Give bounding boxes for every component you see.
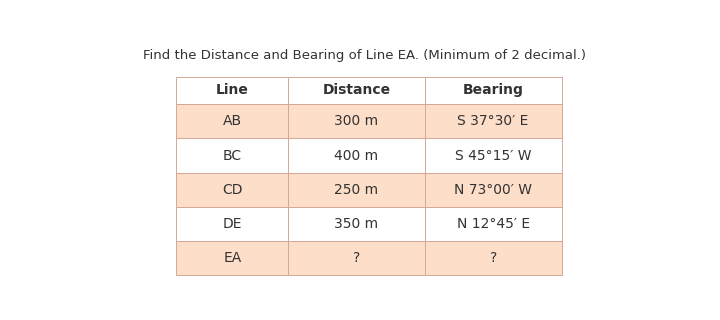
Text: EA: EA [223, 251, 241, 265]
Bar [176, 207, 288, 241]
Bar [288, 139, 425, 172]
Text: S 45°15′ W: S 45°15′ W [455, 148, 531, 163]
Text: 250 m: 250 m [334, 183, 379, 197]
Text: Distance: Distance [323, 84, 390, 98]
Bar [425, 207, 562, 241]
Bar [425, 76, 562, 104]
Bar [176, 104, 288, 139]
Text: ?: ? [490, 251, 497, 265]
Bar [288, 172, 425, 207]
Bar [425, 104, 562, 139]
Bar [288, 207, 425, 241]
Text: AB: AB [222, 115, 242, 128]
Text: 350 m: 350 m [334, 217, 379, 231]
Text: CD: CD [222, 183, 243, 197]
Bar [176, 172, 288, 207]
Text: S 37°30′ E: S 37°30′ E [457, 115, 529, 128]
Text: Bearing: Bearing [463, 84, 523, 98]
Bar [288, 104, 425, 139]
Text: 300 m: 300 m [334, 115, 379, 128]
Bar [176, 76, 288, 104]
Bar [288, 241, 425, 275]
Text: N 12°45′ E: N 12°45′ E [456, 217, 530, 231]
Bar [176, 139, 288, 172]
Bar [425, 139, 562, 172]
Text: N 73°00′ W: N 73°00′ W [454, 183, 532, 197]
Bar [176, 241, 288, 275]
Text: DE: DE [222, 217, 242, 231]
Bar [425, 172, 562, 207]
Text: Find the Distance and Bearing of Line EA. (Minimum of 2 decimal.): Find the Distance and Bearing of Line EA… [143, 50, 586, 62]
Bar [425, 241, 562, 275]
Bar [288, 76, 425, 104]
Text: 400 m: 400 m [334, 148, 379, 163]
Text: ?: ? [353, 251, 360, 265]
Text: BC: BC [222, 148, 242, 163]
Text: Line: Line [216, 84, 248, 98]
